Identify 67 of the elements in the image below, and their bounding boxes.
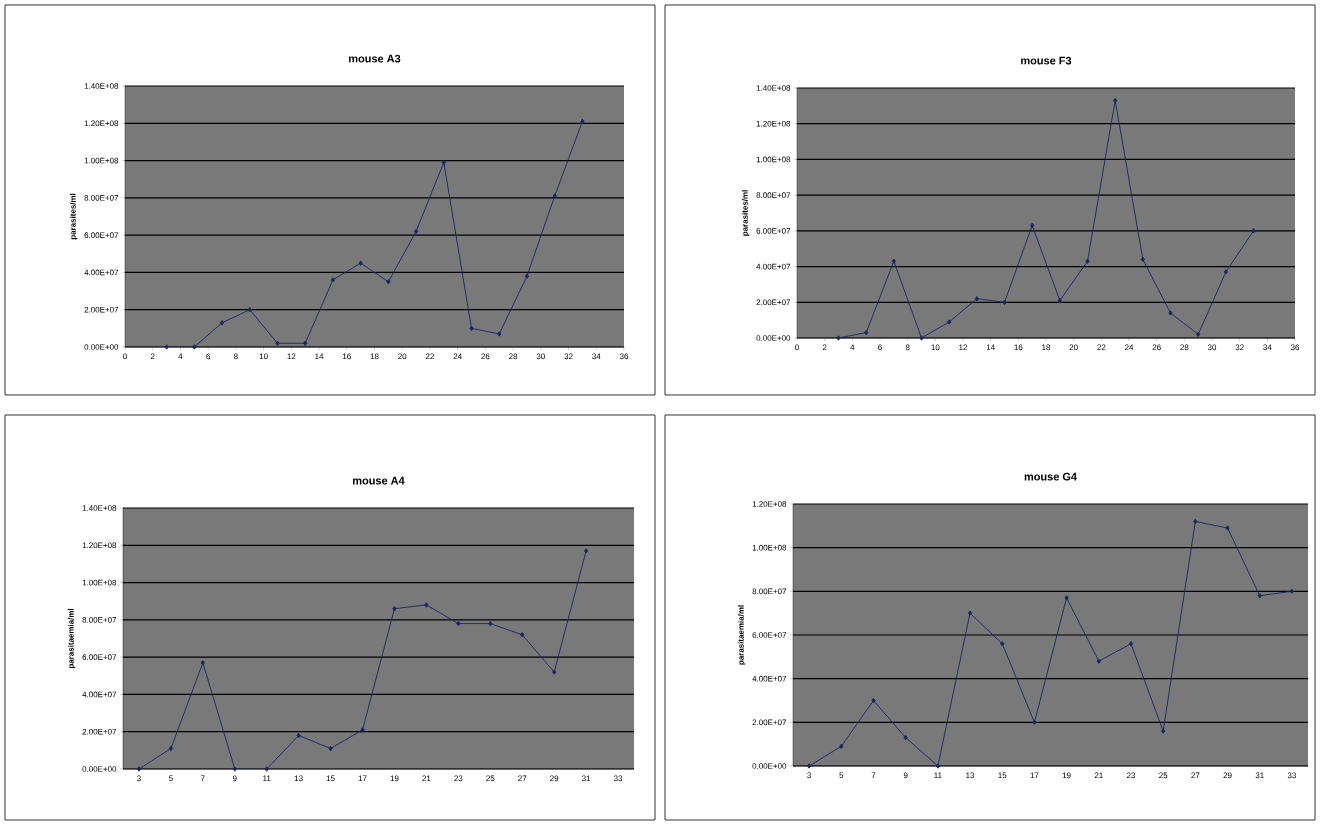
point bbox=[520, 632, 525, 638]
point bbox=[488, 620, 493, 627]
point bbox=[358, 260, 363, 266]
point bbox=[1096, 658, 1101, 664]
point bbox=[232, 766, 237, 772]
point bbox=[456, 620, 461, 627]
point bbox=[871, 697, 876, 704]
point bbox=[919, 335, 924, 341]
point bbox=[469, 325, 474, 331]
point bbox=[136, 766, 142, 772]
point bbox=[1030, 222, 1035, 229]
point bbox=[247, 307, 252, 313]
point bbox=[192, 344, 197, 350]
point bbox=[1113, 97, 1118, 104]
point bbox=[497, 331, 502, 337]
chart-title: mouse A3 bbox=[349, 54, 401, 63]
point bbox=[903, 734, 908, 741]
point bbox=[552, 193, 557, 199]
point bbox=[264, 766, 269, 772]
point bbox=[1128, 641, 1134, 647]
point bbox=[303, 340, 308, 346]
point bbox=[584, 548, 589, 554]
point bbox=[1032, 719, 1037, 725]
point bbox=[974, 296, 979, 302]
point bbox=[807, 763, 812, 769]
point bbox=[219, 320, 225, 326]
point bbox=[1161, 728, 1166, 734]
point bbox=[200, 660, 205, 666]
point bbox=[1000, 641, 1005, 647]
point bbox=[441, 159, 446, 166]
chart-title: mouse A4 bbox=[353, 476, 405, 485]
point bbox=[1257, 593, 1262, 599]
point bbox=[413, 228, 419, 235]
point bbox=[1196, 331, 1201, 338]
point bbox=[360, 727, 365, 733]
point bbox=[424, 602, 429, 608]
point bbox=[1225, 525, 1230, 531]
point bbox=[1140, 256, 1145, 263]
point bbox=[1193, 518, 1198, 525]
point bbox=[935, 763, 940, 769]
point bbox=[552, 669, 557, 675]
point bbox=[1251, 228, 1256, 234]
point bbox=[839, 743, 844, 749]
point bbox=[1289, 588, 1295, 594]
point bbox=[524, 273, 530, 279]
point bbox=[836, 335, 841, 341]
point bbox=[1085, 258, 1090, 264]
point bbox=[386, 279, 391, 285]
point bbox=[392, 606, 397, 612]
point bbox=[864, 329, 869, 336]
chart-title: mouse G4 bbox=[1024, 472, 1077, 481]
point bbox=[296, 732, 301, 739]
point bbox=[164, 344, 169, 350]
point bbox=[1223, 269, 1228, 275]
point bbox=[1064, 595, 1069, 601]
point bbox=[168, 745, 174, 752]
point bbox=[1168, 310, 1173, 316]
point bbox=[330, 277, 336, 283]
point bbox=[947, 319, 952, 325]
point bbox=[967, 610, 973, 616]
point bbox=[328, 745, 333, 752]
chart-title: mouse F3 bbox=[1021, 56, 1072, 65]
point bbox=[1002, 299, 1007, 305]
point bbox=[1057, 297, 1062, 304]
point bbox=[580, 118, 585, 125]
point bbox=[891, 258, 896, 264]
point bbox=[275, 340, 280, 346]
